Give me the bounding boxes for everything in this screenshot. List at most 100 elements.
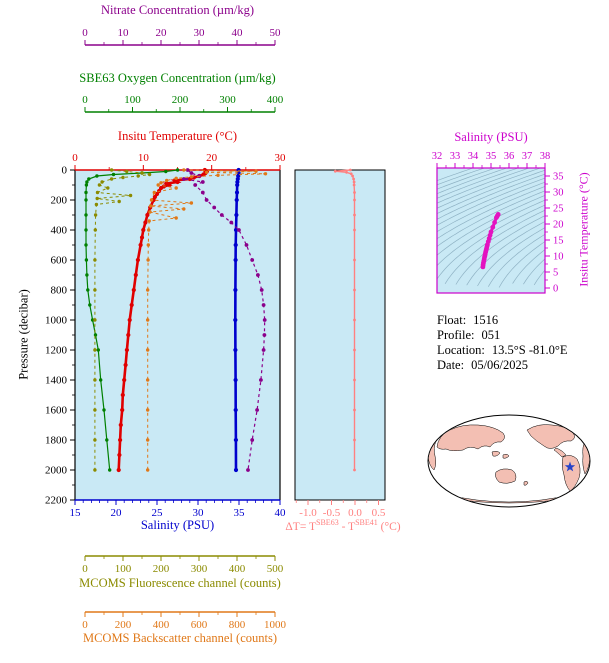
svg-text:30: 30 [275, 152, 287, 164]
svg-text:100: 100 [124, 94, 141, 106]
date-value: 05/06/2025 [471, 358, 529, 372]
ts-diagram: 32 33 34 35 36 37 38 0 5 10 15 20 25 30 35 [432, 151, 564, 295]
svg-text:1800: 1800 [45, 435, 68, 447]
svg-text:0: 0 [62, 165, 68, 177]
delta-t-background [295, 170, 385, 500]
salinity-axis-title: Salinity (PSU) [140, 518, 215, 532]
svg-text:10: 10 [118, 27, 130, 39]
float-location-star [564, 461, 576, 472]
svg-text:-0.5: -0.5 [323, 507, 341, 519]
svg-text:30: 30 [193, 507, 205, 519]
svg-text:50: 50 [270, 27, 282, 39]
float-id-line: Float: 1516 [437, 313, 568, 328]
delta-t-panel: -1.0 -0.5 0.0 0.5 [294, 168, 386, 519]
float-info-panel: Float: 1516 Profile: 051 Location: 13.5°S -… [437, 313, 568, 373]
date-line: Date: 05/06/2025 [437, 358, 568, 373]
svg-text:1000: 1000 [45, 315, 68, 327]
svg-text:1600: 1600 [45, 405, 68, 417]
svg-text:37: 37 [522, 151, 533, 162]
svg-text:40: 40 [232, 27, 244, 39]
svg-text:800: 800 [51, 285, 68, 297]
svg-text:400: 400 [153, 619, 170, 631]
delta-t-label-prefix: ΔT= T [285, 520, 317, 533]
fluorescence-axis-title: MCOMS Fluorescence channel (counts) [79, 576, 281, 590]
date-label: Date: [437, 358, 465, 372]
profile-line: Profile: 051 [437, 328, 568, 343]
svg-text:200: 200 [172, 94, 189, 106]
svg-text:400: 400 [267, 94, 284, 106]
nitrate-axis-title: Nitrate Concentration (µm/kg) [101, 3, 254, 17]
fluorescence-series [93, 168, 152, 472]
svg-text:30: 30 [553, 188, 564, 199]
location-label: Location: [437, 343, 485, 357]
svg-text:10: 10 [553, 252, 564, 263]
fluorescence-axis: 0 100 200 300 400 500 [82, 555, 284, 575]
svg-text:20: 20 [156, 27, 168, 39]
svg-text:0: 0 [82, 619, 88, 631]
svg-text:0.0: 0.0 [348, 507, 362, 519]
svg-text:600: 600 [191, 619, 208, 631]
oxygen-series [84, 168, 180, 472]
svg-text:400: 400 [229, 563, 246, 575]
svg-text:34: 34 [468, 151, 479, 162]
delta-t-sup2: SBE41 [355, 518, 378, 527]
svg-text:-1.0: -1.0 [299, 507, 317, 519]
svg-text:33: 33 [450, 151, 461, 162]
profile-value: 051 [481, 328, 501, 342]
salinity-series [233, 167, 241, 473]
svg-text:36: 36 [504, 151, 515, 162]
svg-text:0: 0 [72, 152, 78, 164]
location-value: 13.5°S -81.0°E [491, 343, 568, 357]
svg-text:0.5: 0.5 [372, 507, 386, 519]
svg-text:2200: 2200 [45, 495, 68, 507]
svg-text:38: 38 [540, 151, 551, 162]
ts-diagram-temperature-title: Insitu Temperature (°C) [576, 172, 591, 287]
location-line: Location: 13.5°S -81.0°E [437, 343, 568, 358]
svg-text:0: 0 [553, 284, 558, 295]
svg-text:1400: 1400 [45, 375, 68, 387]
pressure-axis-title: Pressure (decibar) [16, 289, 31, 380]
world-map [427, 414, 591, 508]
svg-text:100: 100 [115, 563, 132, 575]
svg-text:600: 600 [51, 255, 68, 267]
svg-text:10: 10 [138, 152, 150, 164]
ts-diagram-salinity-title: Salinity (PSU) [454, 130, 528, 144]
nitrate-axis: 0 10 20 30 40 50 [82, 27, 282, 46]
svg-text:200: 200 [51, 195, 68, 207]
svg-text:20: 20 [553, 220, 564, 231]
svg-text:20: 20 [111, 507, 123, 519]
svg-text:15: 15 [553, 236, 564, 247]
float-value: 1516 [473, 313, 499, 327]
svg-text:1000: 1000 [264, 619, 287, 631]
backscatter-series [146, 168, 268, 472]
svg-text:0: 0 [82, 27, 88, 39]
svg-text:5: 5 [553, 268, 558, 279]
oxygen-axis-title: SBE63 Oxygen Concentration (µm/kg) [79, 71, 276, 85]
svg-text:35: 35 [553, 172, 564, 183]
svg-text:200: 200 [153, 563, 170, 575]
profile-label: Profile: [437, 328, 475, 342]
delta-t-label-suffix: (°C) [377, 520, 401, 533]
delta-t-axis-title: ΔT= TSBE63 - TSBE41 (°C) [276, 518, 410, 533]
svg-text:2000: 2000 [45, 465, 68, 477]
svg-text:200: 200 [115, 619, 132, 631]
temperature-axis-title: Insitu Temperature (°C) [117, 129, 238, 143]
svg-text:35: 35 [486, 151, 497, 162]
svg-text:500: 500 [267, 563, 284, 575]
svg-text:25: 25 [553, 204, 564, 215]
svg-text:0: 0 [82, 563, 88, 575]
svg-text:800: 800 [229, 619, 246, 631]
svg-text:25: 25 [152, 507, 164, 519]
svg-text:32: 32 [432, 151, 443, 162]
backscatter-axis-title: MCOMS Backscatter channel (counts) [82, 631, 278, 645]
oxygen-axis: 0 100 200 300 400 [82, 94, 284, 113]
main-plot-axes: 0200400600800100012001400160018002000220… [45, 152, 286, 519]
float-label: Float: [437, 313, 467, 327]
svg-text:300: 300 [219, 94, 236, 106]
main-plot-background [75, 170, 280, 500]
nitrate-series [181, 168, 267, 472]
svg-text:1200: 1200 [45, 345, 68, 357]
svg-text:15: 15 [70, 507, 82, 519]
